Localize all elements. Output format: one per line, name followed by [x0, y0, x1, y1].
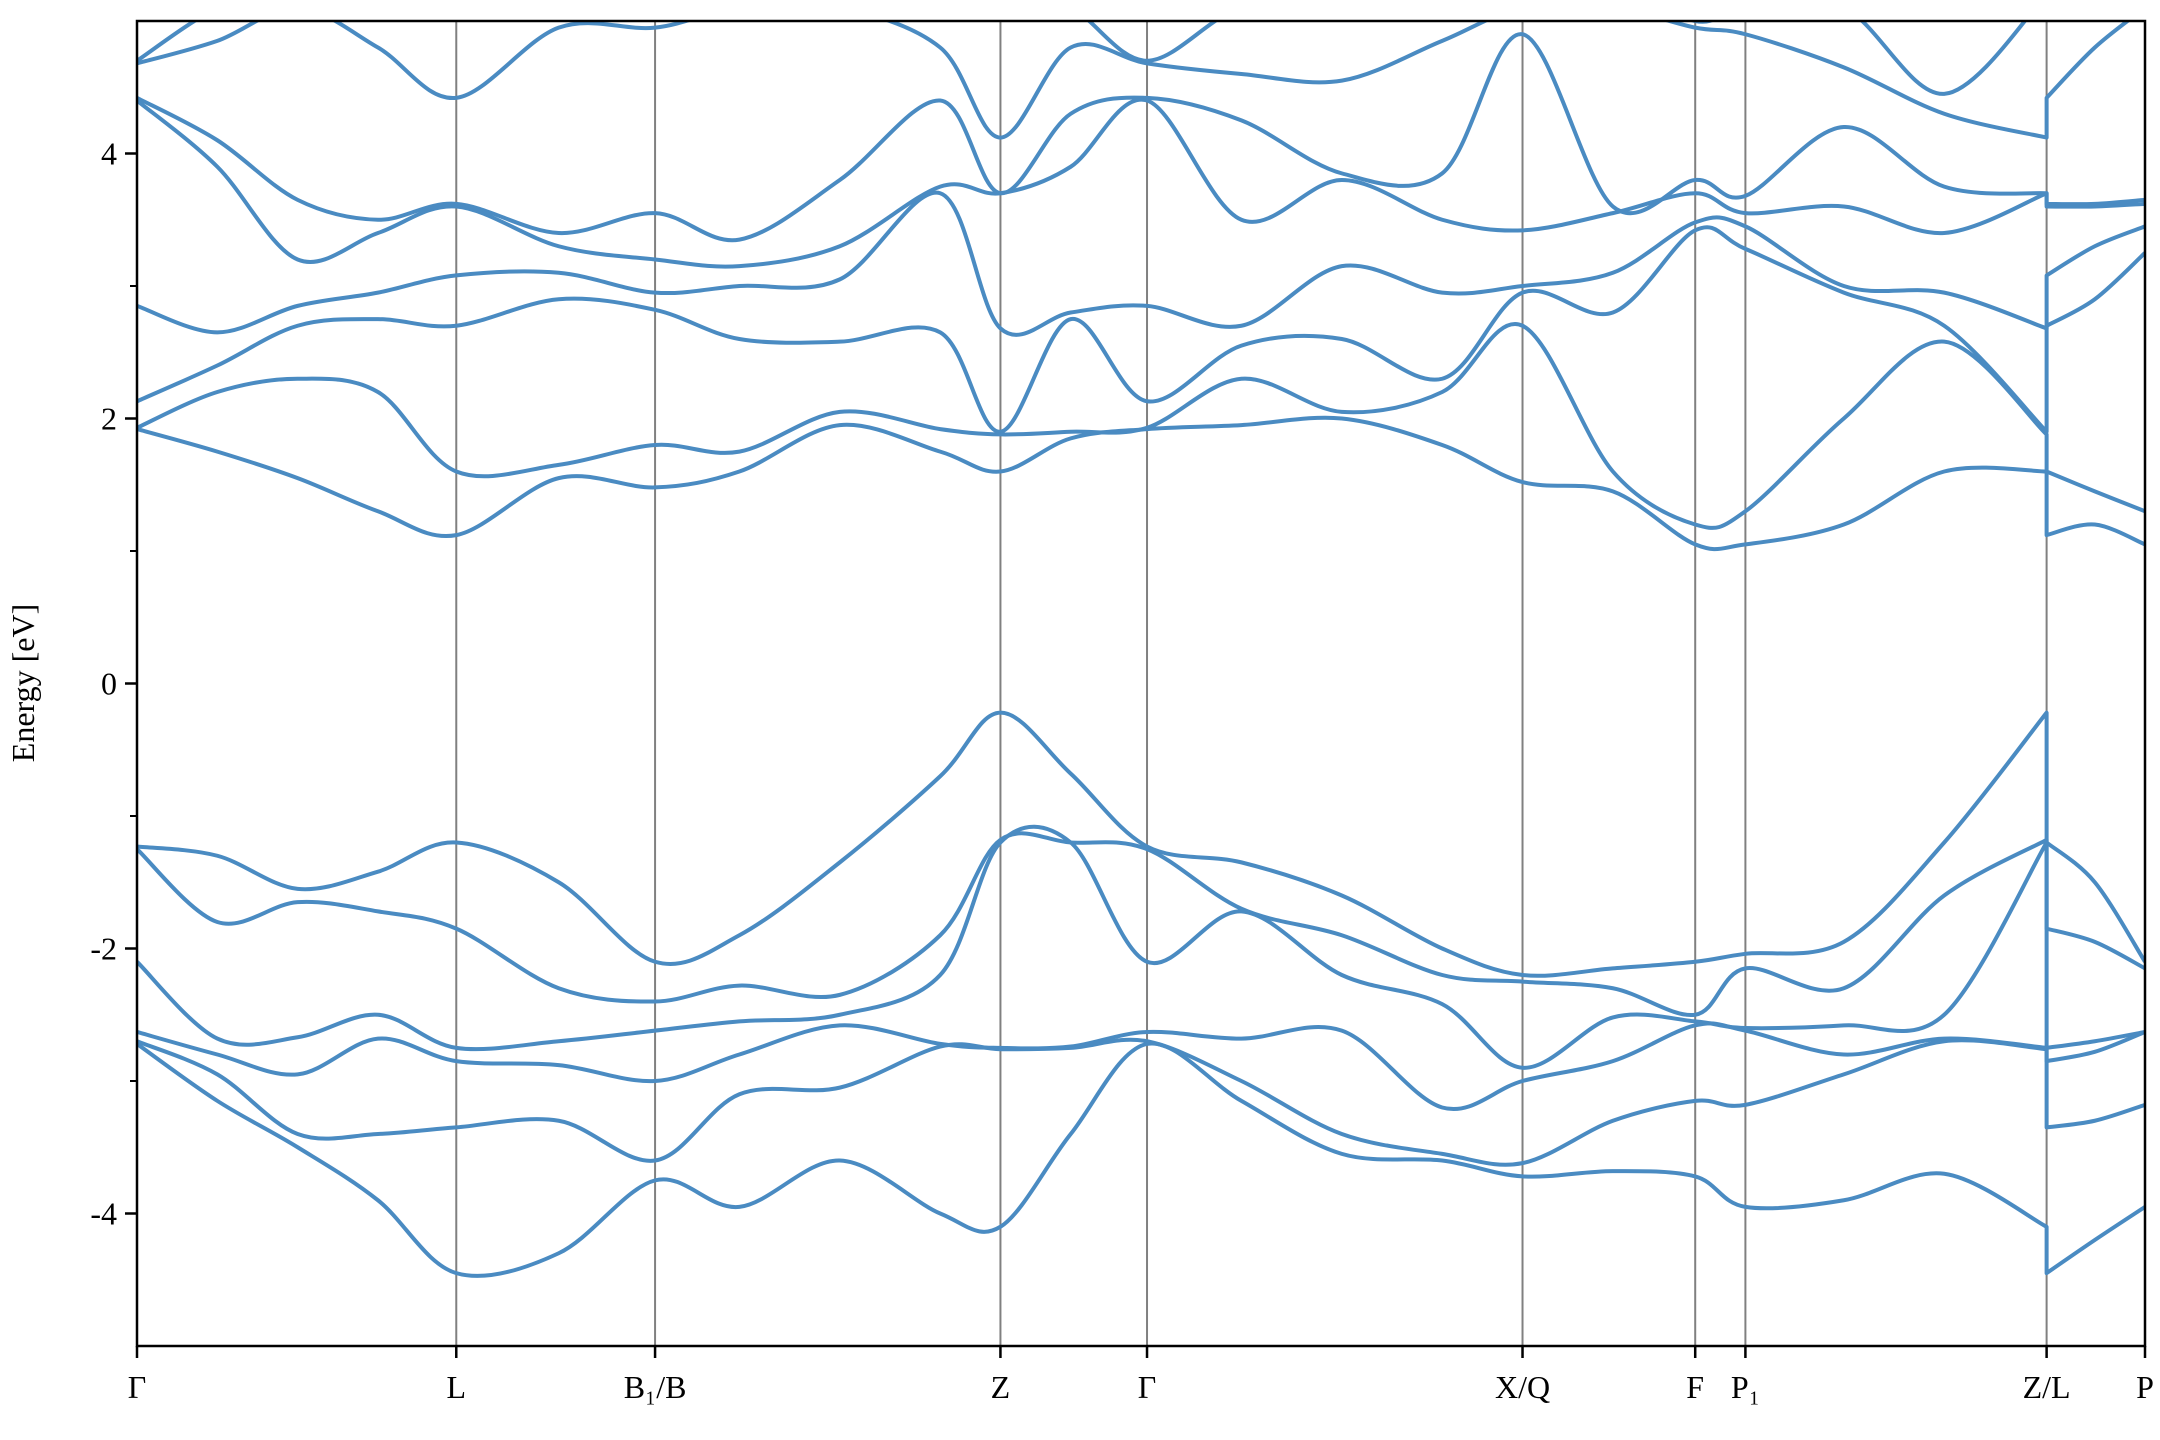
y-tick-label: 2: [101, 401, 117, 437]
band-line: [137, 32, 2145, 243]
y-axis-label: Energy [eV]: [5, 604, 41, 762]
band-line: [137, 1037, 2145, 1167]
band-line: [137, 415, 2145, 552]
band-line: [137, 97, 2145, 269]
y-tick-label: 0: [101, 666, 117, 702]
y-tick-label: -2: [90, 931, 117, 967]
band-line: [137, 21, 2131, 140]
x-tick-label: F: [1686, 1369, 1704, 1405]
x-tick-label: Γ: [128, 1369, 147, 1405]
y-tick-label: 4: [101, 136, 117, 172]
x-tick-label: Z/L: [2023, 1369, 2071, 1405]
band-line: [137, 831, 2145, 1017]
y-tick-label: -4: [90, 1196, 117, 1232]
band-line: [137, 824, 2145, 1070]
band-line: [137, 1041, 2145, 1278]
band-line: [137, 322, 2145, 530]
grid: [136, 21, 2146, 1346]
x-tick-label: Z: [991, 1369, 1011, 1405]
band-line: [137, 710, 2145, 978]
band-line: [137, 1021, 2145, 1112]
x-tick-label: L: [446, 1369, 466, 1405]
axes: -4 -2 0 2 4 Γ L B₁/B Z Γ X/Q F P₁ Z/L P: [90, 136, 2154, 1406]
band-line: [137, 21, 2028, 96]
x-tick-label: P: [2136, 1369, 2154, 1405]
bands: [137, 21, 2145, 1278]
x-tick-label: Γ: [1138, 1369, 1157, 1405]
band-line: [137, 225, 2145, 434]
x-tick-label: X/Q: [1495, 1369, 1550, 1405]
x-tick-label: B₁/B: [624, 1369, 687, 1405]
band-line: [137, 190, 2145, 337]
plot-frame: [135, 19, 2147, 1348]
x-tick-label: P₁: [1731, 1369, 1760, 1405]
